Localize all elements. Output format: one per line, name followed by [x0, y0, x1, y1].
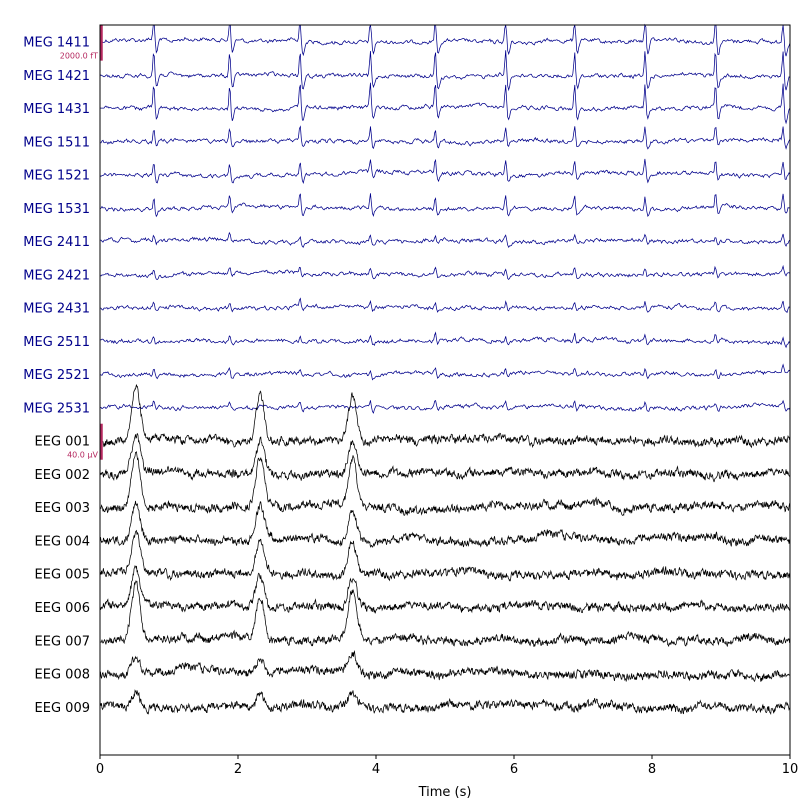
- channel-label[interactable]: MEG 2531: [23, 401, 90, 416]
- channel-label[interactable]: MEG 2421: [23, 268, 90, 283]
- trace-eeg-003: [99, 451, 791, 516]
- trace-meg-1421: [99, 50, 791, 92]
- channel-label[interactable]: MEG 2431: [23, 302, 90, 317]
- channel-label[interactable]: EEG 009: [35, 701, 90, 716]
- x-tick-label: 2: [234, 762, 242, 777]
- trace-meg-2531: [99, 399, 791, 414]
- channel-labels: MEG 1411 MEG 1421 MEG 1431 MEG 1511 MEG 1521…: [23, 36, 90, 716]
- channel-label[interactable]: EEG 006: [35, 601, 90, 616]
- plot-background: [100, 25, 790, 755]
- channel-label[interactable]: MEG 1531: [23, 202, 90, 217]
- scale-bars: 2000.0 fT 40.0 µV: [60, 24, 103, 460]
- channel-label[interactable]: MEG 2411: [23, 235, 90, 250]
- x-tick-label: 6: [510, 762, 518, 777]
- x-tick-label: 8: [648, 762, 656, 777]
- channel-label[interactable]: EEG 007: [35, 634, 90, 649]
- channel-label[interactable]: MEG 1411: [23, 36, 90, 51]
- trace-eeg-006: [99, 565, 791, 614]
- channel-label[interactable]: MEG 1421: [23, 69, 90, 84]
- trace-eeg-005: [99, 529, 791, 582]
- trace-eeg-001: [99, 384, 791, 449]
- trace-eeg-009: [99, 689, 791, 715]
- x-axis-label: Time (s): [418, 785, 472, 800]
- trace-eeg-002: [99, 432, 791, 483]
- trace-meg-2421: [99, 264, 791, 281]
- trace-meg-1521: [99, 158, 791, 184]
- scale-bar-label: 2000.0 fT: [60, 52, 98, 61]
- trace-meg-1531: [99, 193, 791, 218]
- x-tick-label: 0: [96, 762, 104, 777]
- x-tick-label: 10: [782, 762, 799, 777]
- channel-label[interactable]: EEG 001: [35, 435, 90, 450]
- trace-meg-1431: [99, 82, 791, 125]
- trace-meg-2411: [99, 231, 791, 249]
- x-tick-label: 4: [372, 762, 380, 777]
- channel-label[interactable]: EEG 004: [35, 534, 90, 549]
- trace-eeg-004: [99, 500, 791, 548]
- trace-meg-2521: [99, 363, 791, 381]
- trace-group: [99, 23, 791, 715]
- trace-meg-2511: [99, 331, 791, 349]
- channel-label[interactable]: EEG 008: [35, 668, 90, 683]
- channel-label[interactable]: MEG 1521: [23, 169, 90, 184]
- plot-frame: [99, 24, 791, 756]
- trace-meg-2431: [99, 297, 791, 314]
- channel-label[interactable]: EEG 005: [35, 568, 90, 583]
- scale-bar-label: 40.0 µV: [67, 451, 98, 460]
- x-axis: 0 2 4 6 8 10: [96, 755, 798, 777]
- channel-label[interactable]: MEG 1511: [23, 135, 90, 150]
- channel-label[interactable]: MEG 2521: [23, 368, 90, 383]
- trace-eeg-008: [99, 650, 791, 683]
- channel-label[interactable]: EEG 002: [35, 468, 90, 483]
- trace-eeg-007: [99, 579, 791, 647]
- trace-meg-1511: [99, 125, 791, 150]
- channel-label[interactable]: MEG 1431: [23, 102, 90, 117]
- trace-meg-1411: [99, 23, 791, 57]
- channel-label[interactable]: EEG 003: [35, 501, 90, 516]
- channel-label[interactable]: MEG 2511: [23, 335, 90, 350]
